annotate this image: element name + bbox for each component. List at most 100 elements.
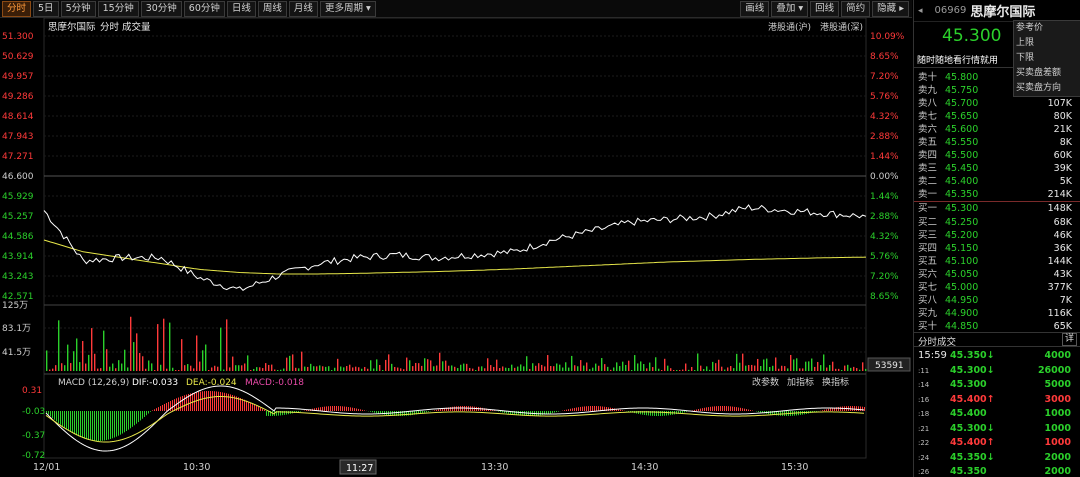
macd-bar (92, 411, 93, 441)
macd-bar (384, 411, 385, 415)
volume-bar (856, 368, 858, 371)
macd-bar (420, 411, 421, 414)
macd-bar (296, 411, 297, 413)
marquee-banner[interactable]: 随时随地看行情就用 (914, 54, 1013, 68)
bid-level[interactable]: 买一 45.300 148K (914, 202, 1080, 215)
hide-button[interactable]: 隐藏 ▸ (872, 0, 909, 17)
period-5day[interactable]: 5日 (33, 0, 59, 17)
period-daily[interactable]: 日线 (226, 0, 256, 17)
volume-bar (304, 366, 306, 371)
ask-level[interactable]: 卖三 45.450 39K (914, 162, 1080, 175)
draw-line-button[interactable]: 画线 (740, 0, 770, 17)
macd-bar (162, 405, 163, 411)
ask-level[interactable]: 卖九 45.750 (914, 84, 1080, 97)
simple-button[interactable]: 简约 (841, 0, 871, 17)
macd-bar (306, 410, 307, 411)
macd-bar (122, 411, 123, 434)
ticks-detail-button[interactable]: 详 (1061, 333, 1077, 346)
crosshair-time: 11:27 (346, 463, 373, 474)
macd-bar (74, 411, 75, 435)
ask-level[interactable]: 卖四 45.500 60K (914, 149, 1080, 162)
volume-bar (859, 369, 861, 371)
period-15min[interactable]: 15分钟 (97, 0, 139, 17)
dropdown-reference-price[interactable]: 参考价 (1016, 23, 1044, 33)
stock-code: 06969 (934, 5, 967, 16)
period-60min[interactable]: 60分钟 (183, 0, 225, 17)
ask-level[interactable]: 卖十 45.800 (914, 71, 1080, 84)
ask-label: 卖三 (918, 163, 938, 175)
bid-level[interactable]: 买二 45.250 68K (914, 216, 1080, 229)
macd-bar (714, 406, 715, 411)
volume-tick-label: 83.1万 (2, 324, 31, 334)
volume-bar (181, 339, 183, 371)
dropdown-order-diff[interactable]: 买卖盘差额 (1016, 68, 1062, 78)
macd-bar (554, 411, 555, 413)
ask-level[interactable]: 卖七 45.650 80K (914, 110, 1080, 123)
dropdown-order-direction[interactable]: 买卖盘方向 (1016, 83, 1062, 93)
period-more[interactable]: 更多周期 ▾ (319, 0, 376, 17)
intraday-chart[interactable]: 思摩尔国际 分时 成交量 港股通(沪) 港股通(深) 51.300 50.629 4… (0, 17, 912, 477)
macd-bar (602, 406, 603, 411)
dropdown-lower-limit[interactable]: 下限 (1016, 53, 1035, 63)
macd-change-params[interactable]: 改参数 (752, 376, 779, 388)
macd-bar (204, 391, 205, 411)
macd-bar (454, 406, 455, 411)
macd-bar (228, 393, 229, 411)
replay-button[interactable]: 回线 (810, 0, 840, 17)
ask-level[interactable]: 卖二 45.400 5K (914, 175, 1080, 188)
macd-bar (130, 411, 131, 429)
volume-bar (250, 370, 252, 371)
macd-switch-indicator[interactable]: 换指标 (822, 376, 849, 388)
volume-bar (394, 366, 396, 371)
bid-level[interactable]: 买六 45.050 43K (914, 268, 1080, 281)
period-30min[interactable]: 30分钟 (140, 0, 182, 17)
volume-bar (550, 365, 552, 371)
price-tick-label: 46.600 (2, 172, 34, 182)
menu-caret-icon[interactable]: ◂ (918, 5, 923, 16)
macd-bar (94, 411, 95, 441)
tick-row: :26 45.350 2000 (914, 465, 1080, 477)
ask-level[interactable]: 卖五 45.550 8K (914, 136, 1080, 149)
bid-level[interactable]: 买三 45.200 46K (914, 229, 1080, 242)
ask-volume: 60K (1053, 150, 1072, 162)
bid-level[interactable]: 买四 45.150 36K (914, 242, 1080, 255)
macd-add-indicator[interactable]: 加指标 (787, 376, 814, 388)
volume-bar (70, 363, 72, 371)
volume-bar (358, 367, 360, 371)
macd-bar (556, 411, 557, 413)
volume-bar (439, 352, 441, 371)
macd-bar (184, 395, 185, 411)
ask-volume: 8K (1059, 137, 1072, 149)
dropdown-upper-limit[interactable]: 上限 (1016, 38, 1035, 48)
bid-level[interactable]: 买七 45.000 377K (914, 281, 1080, 294)
period-monthly[interactable]: 月线 (288, 0, 318, 17)
chart-area[interactable]: 思摩尔国际 分时 成交量 港股通(沪) 港股通(深) 51.300 50.629 4… (0, 17, 912, 477)
tick-time: :26 (918, 468, 930, 476)
ask-level[interactable]: 卖六 45.600 21K (914, 123, 1080, 136)
period-weekly[interactable]: 周线 (257, 0, 287, 17)
macd-bar (814, 411, 815, 413)
macd-bar (152, 410, 153, 411)
ask-label: 卖十 (918, 72, 938, 83)
macd-bar (836, 407, 837, 411)
ask-level[interactable]: 卖一 45.350 214K (914, 188, 1080, 201)
period-5min[interactable]: 5分钟 (60, 0, 96, 17)
macd-bar (240, 397, 241, 411)
volume-bar (682, 369, 684, 371)
volume-bar (763, 359, 765, 371)
macd-bar (66, 411, 67, 430)
tick-price: 45.400 (950, 408, 987, 419)
ask-level[interactable]: 卖八 45.700 107K (914, 97, 1080, 110)
macd-bar (678, 411, 679, 414)
macd-bar (650, 411, 651, 416)
bid-level[interactable]: 买八 44.950 7K (914, 294, 1080, 307)
volume-bar (730, 366, 732, 371)
bid-level[interactable]: 买五 45.100 144K (914, 255, 1080, 268)
macd-bar (56, 411, 57, 422)
pct-tick-label: 4.32% (870, 112, 899, 122)
macd-bar (584, 406, 585, 411)
bid-level[interactable]: 买十 44.850 65K (914, 320, 1080, 333)
bid-level[interactable]: 买九 44.900 116K (914, 307, 1080, 320)
period-intraday[interactable]: 分时 (2, 0, 32, 17)
overlay-button[interactable]: 叠加 ▾ (771, 0, 809, 17)
